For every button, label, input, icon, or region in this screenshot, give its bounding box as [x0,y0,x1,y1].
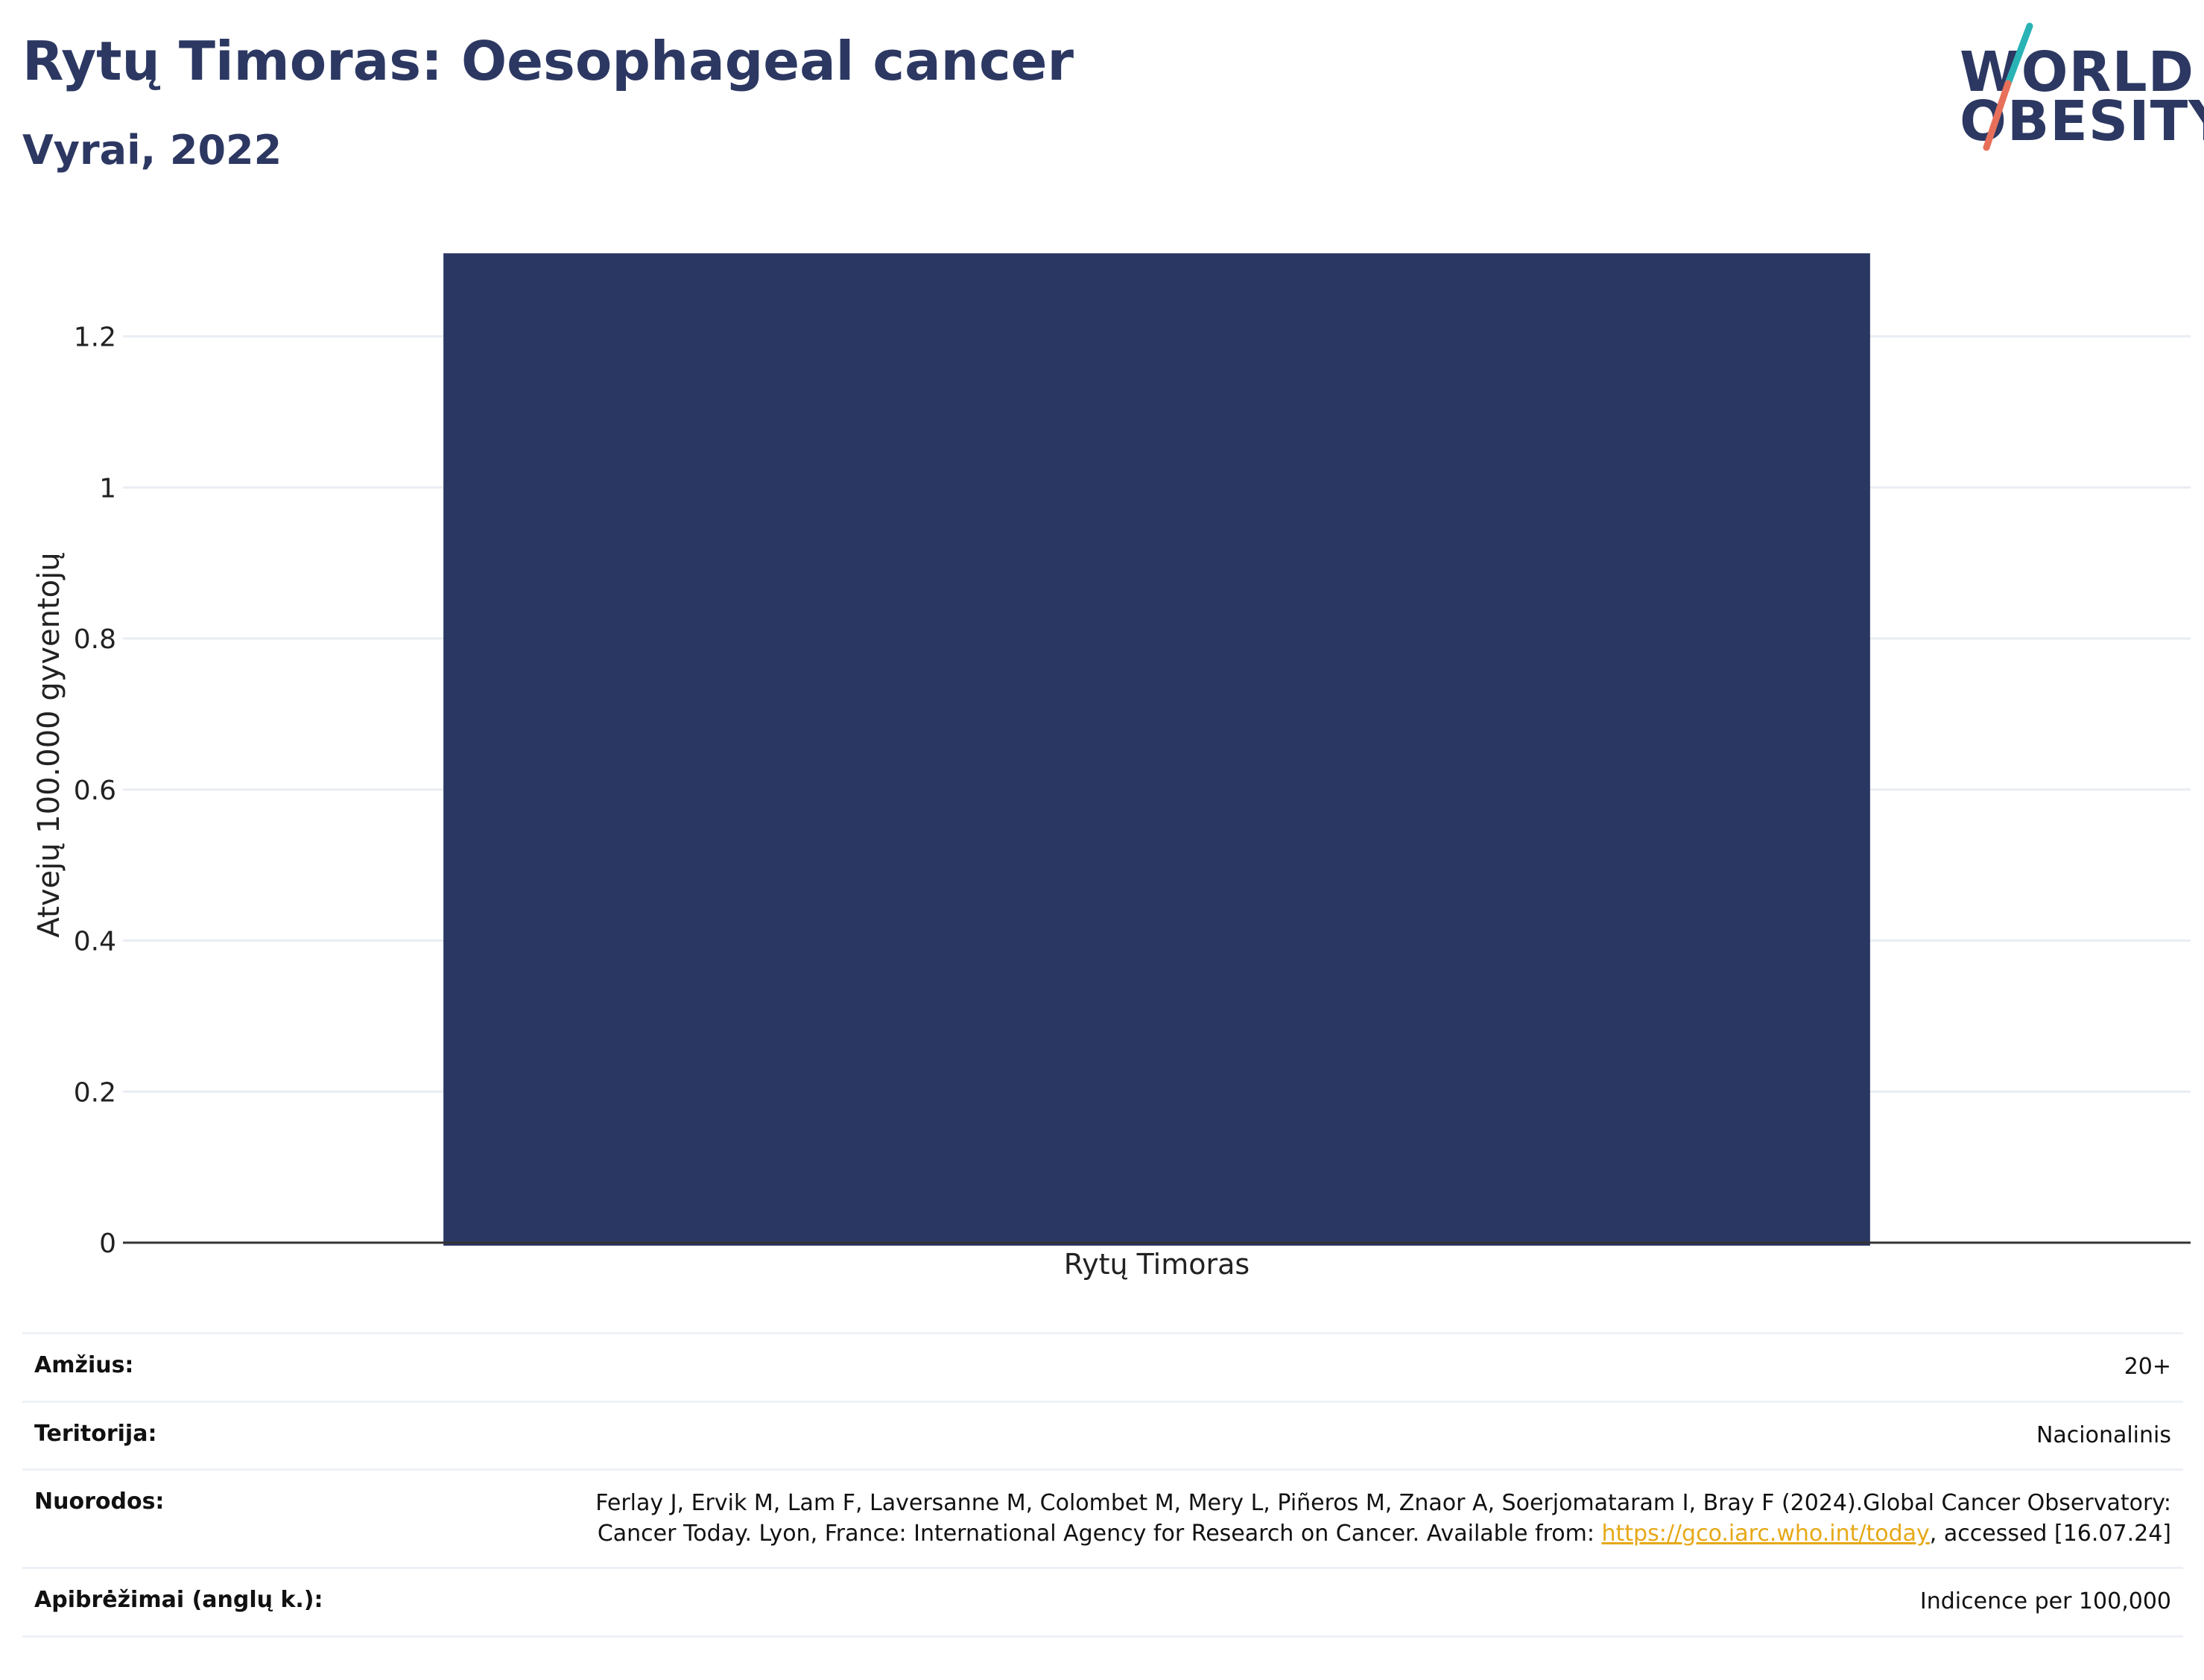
logo-slash-icon [1983,22,2033,151]
info-row-definitions: Apibrėžimai (anglų k.): Indicence per 10… [22,1569,2183,1638]
world-obesity-logo: WORLD OBESITY [1937,22,2204,156]
y-tick-label: 1.2 [74,323,116,353]
territory-value: Nacionalinis [2036,1421,2171,1448]
territory-label: Teritorija: [34,1420,157,1447]
age-label: Amžius: [34,1352,134,1378]
logo-word-world: WORLD [1960,40,2195,104]
chart-subtitle: Vyrai, 2022 [22,127,282,174]
y-tick-label: 0 [99,1229,116,1259]
info-row-references: Nuorodos: Ferlay J, Ervik M, Lam F, Lave… [22,1471,2183,1569]
references-accessed: , accessed [16.07.24] [1929,1520,2171,1547]
y-axis-title-text: Atvejų 100.000 gyventojų [32,552,66,938]
info-row-territory: Teritorija: Nacionalinis [22,1403,2183,1471]
references-text: Ferlay J, Ervik M, Lam F, Laversanne M, … [595,1490,2171,1547]
y-tick-label: 0.6 [74,776,116,806]
references-label: Nuorodos: [34,1489,165,1515]
info-table: Amžius: 20+ Teritorija: Nacionalinis Nuo… [22,1332,2183,1638]
bars [443,253,1870,1246]
x-tick-label: Rytų Timoras [1064,1248,1250,1281]
definitions-value: Indicence per 100,000 [1919,1588,2171,1614]
references-value: Ferlay J, Ervik M, Lam F, Laversanne M, … [532,1489,2171,1549]
chart-title: Rytų Timoras: Oesophageal cancer [22,30,1074,92]
y-tick-label: 0.4 [74,927,116,957]
definitions-label: Apibrėžimai (anglų k.): [34,1587,323,1613]
axes: 0 0.2 0.4 0.6 0.8 1 1.2 Rytų Timoras [74,323,2191,1281]
y-tick-label: 1 [99,473,116,504]
bar-chart: 0 0.2 0.4 0.6 0.8 1 1.2 Rytų Timoras [74,253,2191,1281]
y-tick-label: 0.2 [74,1077,116,1108]
references-link[interactable]: https://gco.iarc.who.int/today [1601,1520,1930,1547]
info-row-age: Amžius: 20+ [22,1334,2183,1403]
y-tick-label: 0.8 [74,624,116,655]
age-value: 20+ [2124,1354,2171,1380]
bar [443,253,1870,1246]
